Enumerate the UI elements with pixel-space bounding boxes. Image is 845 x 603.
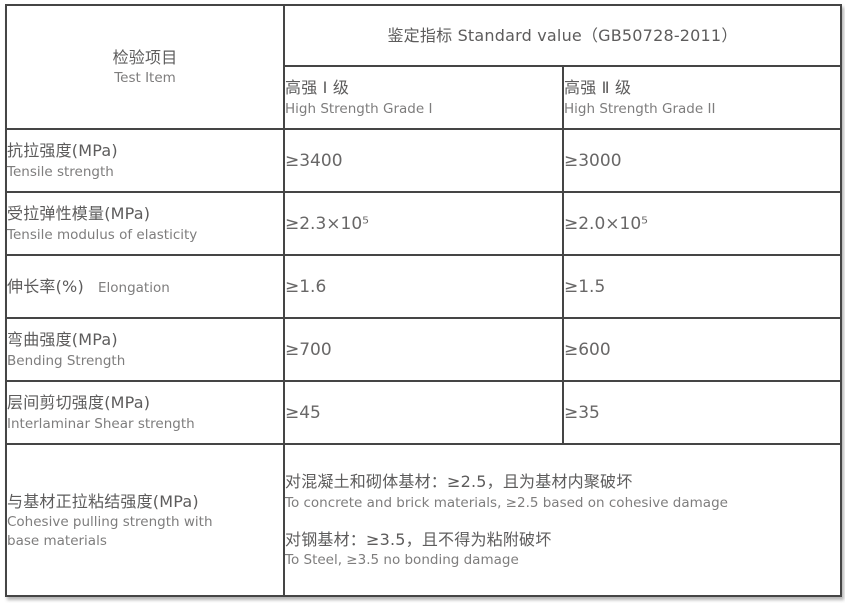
item-label-zh: 抗拉强度(MPa) — [7, 141, 118, 161]
item-label-en: Tensile modulus of elasticity — [7, 226, 198, 243]
header-row-top: 检验项目 Test Item 鉴定指标 Standard value（GB507… — [5, 4, 842, 130]
value-grade1: ≥1.6 — [285, 276, 327, 297]
item-cell: 弯曲强度(MPa) Bending Strength — [5, 317, 285, 382]
header-row-grades: 高强 Ⅰ 级 High Strength Grade I 高强 Ⅱ 级 High… — [6, 65, 842, 130]
value-cell-grade2: ≥1.5 — [562, 254, 842, 319]
header-grade-2-cell: 高强 Ⅱ 级 High Strength Grade II — [562, 65, 842, 130]
header-test-item-en: Test Item — [114, 70, 176, 87]
value-grade1: ≥700 — [285, 339, 332, 360]
item-label-en-line1: Cohesive pulling strength with — [7, 513, 213, 530]
value-grade2: ≥35 — [564, 402, 600, 423]
value-grade2: ≥3000 — [564, 150, 622, 171]
header-standard-value-label: 鉴定指标 Standard value（GB50728-2011） — [387, 25, 738, 45]
item-label-zh: 层间剪切强度(MPa) — [7, 393, 151, 413]
header-grade-2-en: High Strength Grade II — [564, 100, 716, 117]
value-grade1: ≥3400 — [285, 150, 343, 171]
value-cell-grade2: ≥2.0×10⁵ — [562, 191, 842, 256]
value-cell-grade1: ≥3400 — [283, 128, 564, 193]
note-steel-zh: 对钢基材：≥3.5，且不得为粘附破坏 — [285, 529, 552, 549]
item-label-zh: 与基材正拉粘结强度(MPa) — [7, 491, 199, 511]
value-cell-grade1: ≥2.3×10⁵ — [283, 191, 564, 256]
value-grade1: ≥45 — [285, 402, 321, 423]
header-grade-2-zh: 高强 Ⅱ 级 — [564, 78, 632, 98]
value-grade2: ≥600 — [564, 339, 611, 360]
item-label-zh: 受拉弹性模量(MPa) — [7, 204, 151, 224]
value-cell-grade1: ≥1.6 — [283, 254, 564, 319]
header-test-item-cell: 检验项目 Test Item — [5, 4, 285, 130]
note-concrete-en: To concrete and brick materials, ≥2.5 ba… — [285, 494, 728, 511]
table-row-elongation: 伸长率(%) Elongation ≥1.6 ≥1.5 — [5, 254, 842, 319]
header-standard-value-cell: 鉴定指标 Standard value（GB50728-2011） — [283, 4, 842, 67]
value-cell-grade2: ≥3000 — [562, 128, 842, 193]
note-steel: 对钢基材：≥3.5，且不得为粘附破坏 To Steel, ≥3.5 no bon… — [285, 528, 840, 570]
value-cell-grade1: ≥700 — [283, 317, 564, 382]
value-grade1: ≥2.3×10⁵ — [285, 213, 369, 234]
item-cell: 受拉弹性模量(MPa) Tensile modulus of elasticit… — [5, 191, 285, 256]
table-row-interlaminar-shear: 层间剪切强度(MPa) Interlaminar Shear strength … — [5, 380, 842, 445]
notes-cell: 对混凝土和砌体基材：≥2.5，且为基材内聚破坏 To concrete and … — [283, 443, 842, 597]
header-grade-1-en: High Strength Grade I — [285, 100, 433, 117]
item-label-zh: 伸长率(%) — [7, 276, 84, 296]
table-row-tensile-strength: 抗拉强度(MPa) Tensile strength ≥3400 ≥3000 — [5, 128, 842, 193]
table-row-cohesive-pulling: 与基材正拉粘结强度(MPa) Cohesive pulling strength… — [5, 443, 842, 597]
table-row-tensile-modulus: 受拉弹性模量(MPa) Tensile modulus of elasticit… — [5, 191, 842, 256]
value-cell-grade2: ≥600 — [562, 317, 842, 382]
header-grade-1-cell: 高强 Ⅰ 级 High Strength Grade I — [283, 65, 564, 130]
item-cell: 层间剪切强度(MPa) Interlaminar Shear strength — [5, 380, 285, 445]
item-cell: 伸长率(%) Elongation — [5, 254, 285, 319]
header-grade-1-zh: 高强 Ⅰ 级 — [285, 78, 350, 98]
note-steel-en: To Steel, ≥3.5 no bonding damage — [285, 551, 519, 568]
item-cell: 抗拉强度(MPa) Tensile strength — [5, 128, 285, 193]
value-cell-grade2: ≥35 — [562, 380, 842, 445]
note-concrete-zh: 对混凝土和砌体基材：≥2.5，且为基材内聚破坏 — [285, 472, 633, 492]
item-label-en: Elongation — [97, 279, 170, 296]
item-cell: 与基材正拉粘结强度(MPa) Cohesive pulling strength… — [5, 443, 285, 597]
value-grade2: ≥2.0×10⁵ — [564, 213, 648, 234]
note-concrete: 对混凝土和砌体基材：≥2.5，且为基材内聚破坏 To concrete and … — [285, 470, 840, 512]
item-label-en: Interlaminar Shear strength — [7, 415, 195, 432]
header-test-item-zh: 检验项目 — [112, 47, 178, 67]
item-label-en-line2: base materials — [7, 532, 107, 549]
value-grade2: ≥1.5 — [564, 276, 606, 297]
spec-table: 检验项目 Test Item 鉴定指标 Standard value（GB507… — [5, 4, 842, 597]
table-row-bending-strength: 弯曲强度(MPa) Bending Strength ≥700 ≥600 — [5, 317, 842, 382]
item-label-en: Bending Strength — [7, 352, 126, 369]
item-label-zh: 弯曲强度(MPa) — [7, 330, 118, 350]
value-cell-grade1: ≥45 — [283, 380, 564, 445]
item-label-en: Tensile strength — [7, 163, 114, 180]
